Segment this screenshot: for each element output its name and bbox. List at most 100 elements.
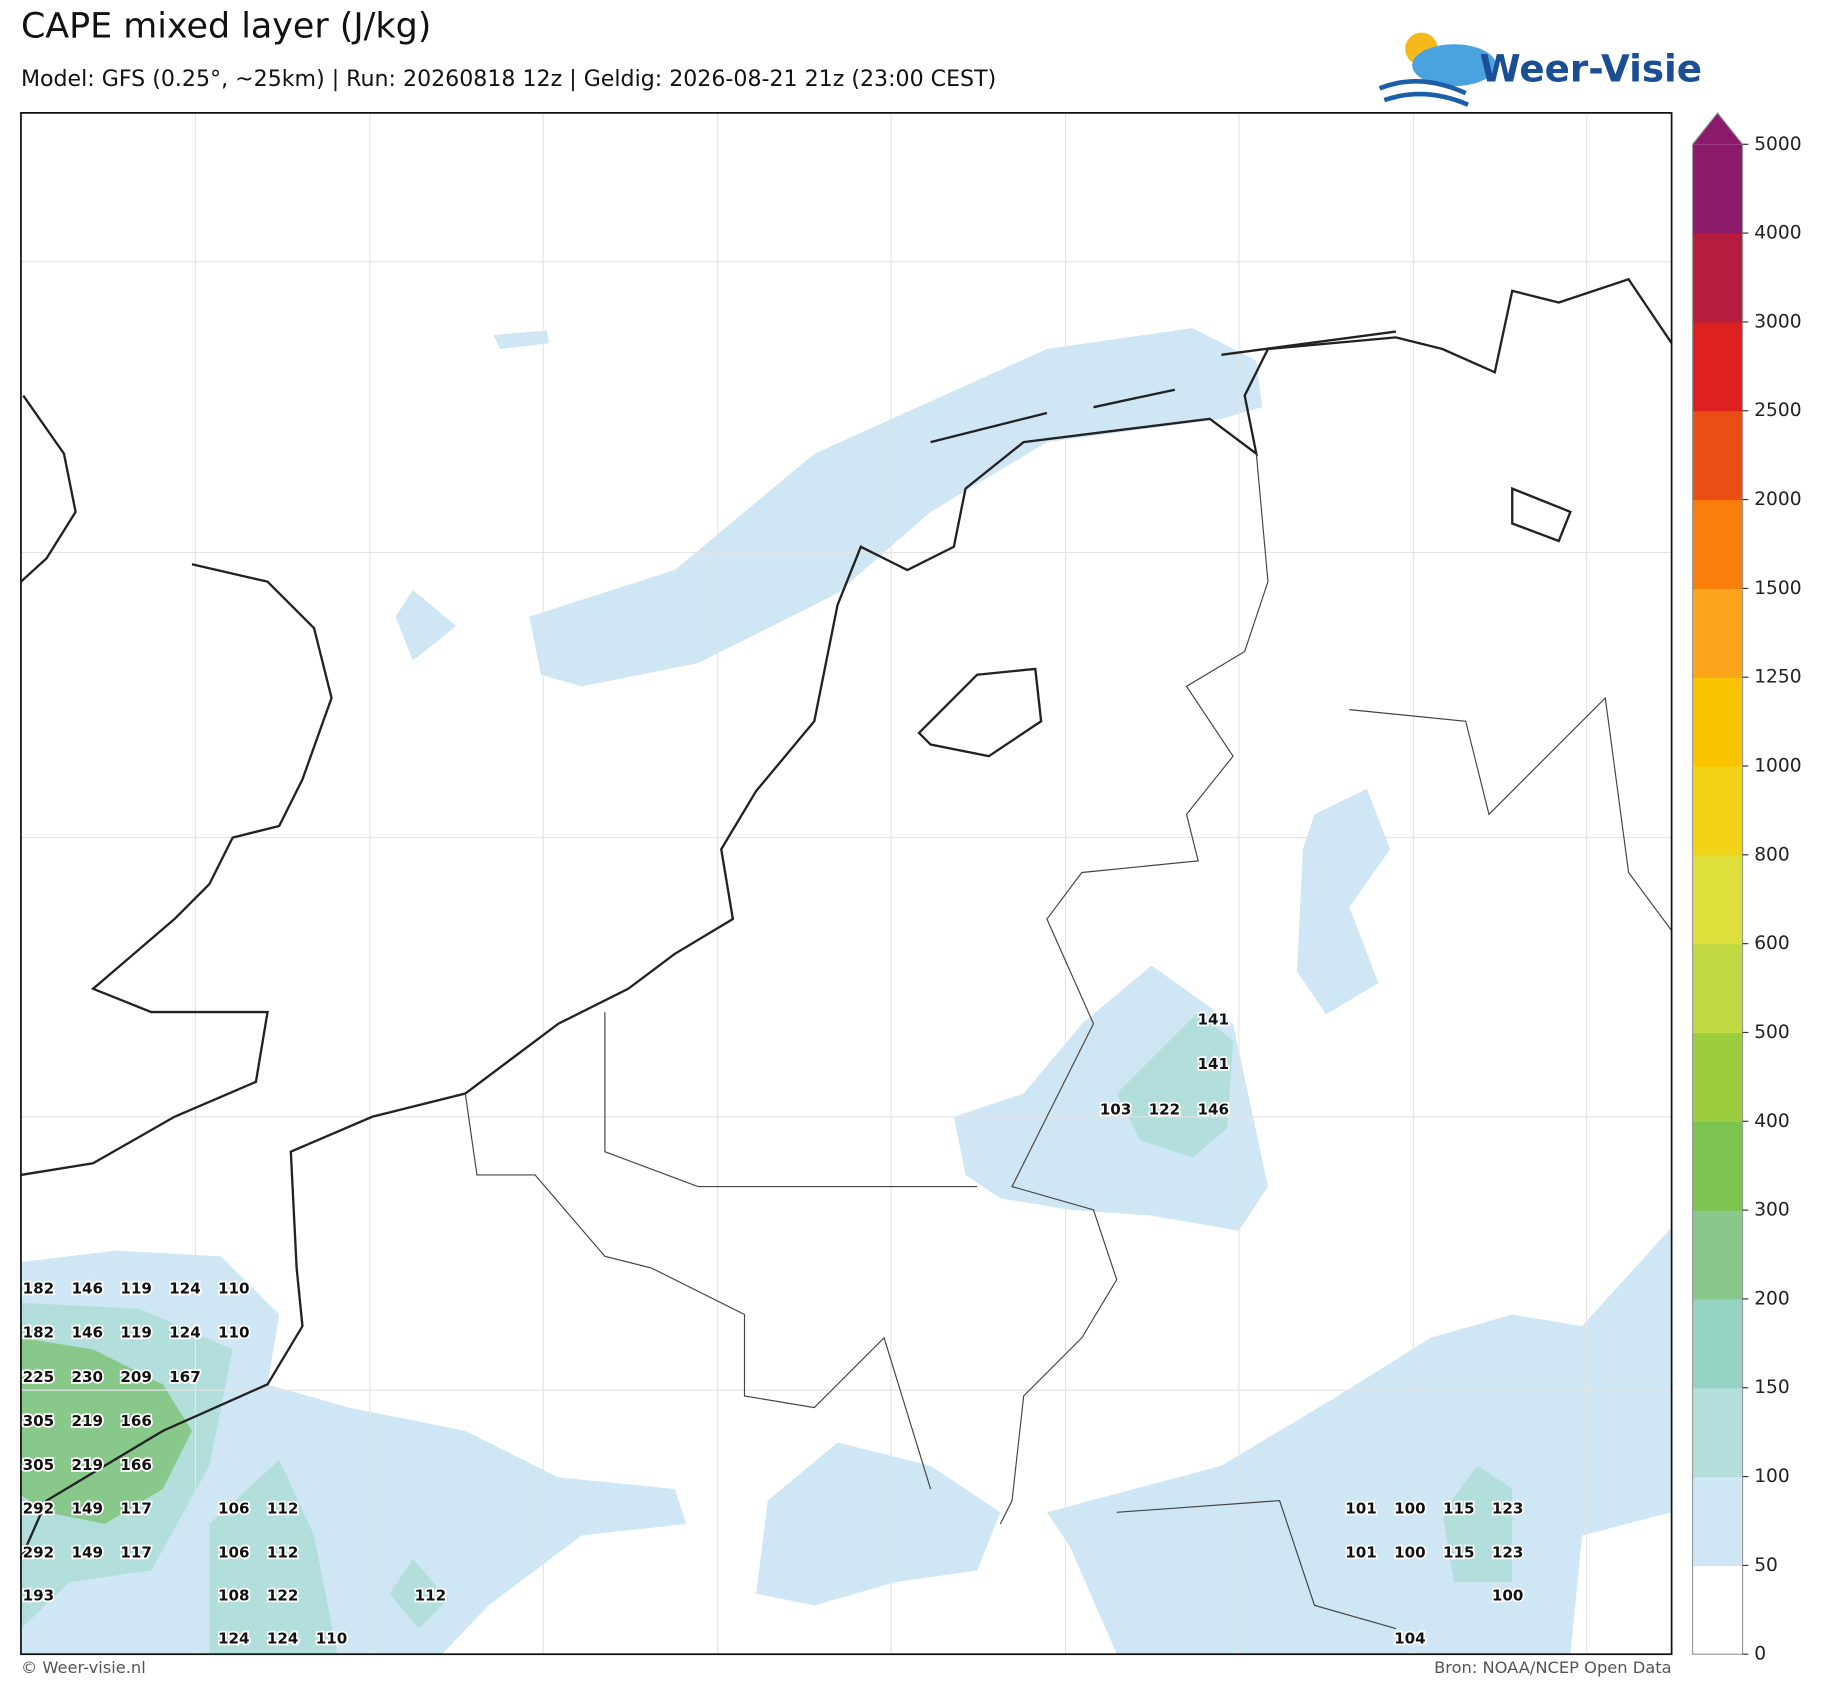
colorbar-band	[1692, 144, 1743, 234]
value-label: 112	[415, 1587, 447, 1605]
colorbar-band	[1692, 854, 1743, 945]
cape-area-higher	[20, 1337, 192, 1524]
colorbar-band	[1692, 1298, 1743, 1389]
value-label: 230	[71, 1368, 103, 1386]
colorbar-tick-label: 2500	[1754, 400, 1801, 421]
value-label: 115	[1443, 1499, 1475, 1517]
value-label: 122	[1149, 1100, 1181, 1118]
coastline	[19, 277, 1673, 1560]
colorbar-band	[1692, 943, 1743, 1034]
colorbar-tick-label: 100	[1754, 1466, 1790, 1487]
value-label: 182	[23, 1279, 55, 1297]
value-label: 292	[23, 1544, 55, 1562]
colorbar-tick-label: 50	[1754, 1555, 1778, 1576]
colorbar-tick-label: 300	[1754, 1200, 1790, 1221]
value-label: 305	[23, 1412, 55, 1430]
logo: Weer-Visie	[1378, 32, 1702, 107]
value-label: 141	[1198, 1011, 1230, 1029]
value-label: 117	[120, 1544, 152, 1562]
colorbar-tick-label: 1500	[1754, 578, 1801, 599]
value-label: 112	[267, 1544, 299, 1562]
value-label: 225	[23, 1368, 55, 1386]
colorbar-frame	[1691, 111, 1744, 1655]
colorbar-tick-label: 2000	[1754, 489, 1801, 510]
value-label: 110	[218, 1324, 250, 1342]
value-label: 219	[71, 1412, 103, 1430]
borders	[464, 453, 1673, 1630]
value-label: 110	[316, 1630, 348, 1648]
value-label: 119	[120, 1324, 152, 1342]
colorbar-tick-label: 600	[1754, 933, 1790, 954]
colorbar-tick-label: 1250	[1754, 667, 1801, 688]
value-label: 149	[71, 1544, 103, 1562]
footer-right: Bron: NOAA/NCEP Open Data	[1434, 1658, 1672, 1677]
map: 182 146 119 124 110 182 146 119 124 110 225 230 209 1…	[19, 112, 1673, 1656]
colorbar-tick-label: 200	[1754, 1288, 1790, 1309]
colorbar: 0 50 100 150 200 300 400 500 600 800 1000 1250 1500 2…	[1691, 111, 1802, 1665]
colorbar-tick-label: 400	[1754, 1111, 1790, 1132]
value-label: 122	[267, 1587, 299, 1605]
colorbar-band	[1692, 1121, 1743, 1211]
colorbar-tick-label: 800	[1754, 844, 1790, 865]
colorbar-tick-label: 0	[1754, 1644, 1766, 1665]
logo-text: Weer-Visie	[1480, 46, 1702, 90]
value-label: 108	[218, 1587, 250, 1605]
value-label: 123	[1492, 1499, 1524, 1517]
colorbar-band	[1692, 588, 1743, 678]
value-label: 166	[120, 1456, 152, 1474]
footer-left: © Weer-visie.nl	[21, 1658, 146, 1677]
value-label: 146	[71, 1324, 103, 1342]
colorbar-tick-label: 5000	[1754, 134, 1801, 155]
colorbar-band	[1692, 410, 1743, 501]
colorbar-band	[1692, 1210, 1743, 1300]
colorbar-tick-label: 4000	[1754, 223, 1801, 244]
value-label: 110	[218, 1279, 250, 1297]
value-label: 100	[1394, 1499, 1426, 1517]
colorbar-tick-label: 1000	[1754, 756, 1801, 777]
value-label: 124	[169, 1324, 201, 1342]
value-label: 292	[23, 1499, 55, 1517]
colorbar-extend	[1692, 112, 1743, 145]
value-label: 141	[1198, 1055, 1230, 1073]
value-label: 146	[71, 1279, 103, 1297]
colorbar-band	[1692, 1387, 1743, 1478]
value-label: 182	[23, 1324, 55, 1342]
colorbar-band	[1692, 677, 1743, 767]
value-label: 166	[120, 1412, 152, 1430]
colorbar-band	[1692, 1476, 1743, 1566]
colorbar-band	[1692, 321, 1743, 412]
colorbar-band	[1692, 499, 1743, 589]
value-label: 100	[1394, 1544, 1426, 1562]
colorbar-band	[1692, 766, 1743, 856]
value-label: 100	[1492, 1587, 1524, 1605]
value-label: 104	[1394, 1630, 1426, 1648]
value-label: 106	[218, 1544, 250, 1562]
colorbar-band	[1692, 1565, 1743, 1655]
value-label: 115	[1443, 1544, 1475, 1562]
subtitle: Model: GFS (0.25°, ~25km) | Run: 2026081…	[21, 66, 996, 92]
value-label: 146	[1198, 1100, 1230, 1118]
value-label: 117	[120, 1499, 152, 1517]
title: CAPE mixed layer (J/kg)	[21, 6, 431, 46]
colorbar-band	[1692, 1032, 1743, 1122]
colorbar-tick-label: 150	[1754, 1377, 1790, 1398]
value-label: 209	[120, 1368, 152, 1386]
value-label: 103	[1100, 1100, 1132, 1118]
colorbar-tick-label: 500	[1754, 1022, 1790, 1043]
value-label: 219	[71, 1456, 103, 1474]
value-label: 305	[23, 1456, 55, 1474]
value-label: 106	[218, 1499, 250, 1517]
value-label: 124	[267, 1630, 299, 1648]
graticule	[20, 112, 1672, 1655]
value-label: 149	[71, 1499, 103, 1517]
value-label: 124	[169, 1279, 201, 1297]
colorbar-tick-label: 3000	[1754, 311, 1801, 332]
value-label: 123	[1492, 1544, 1524, 1562]
value-label: 167	[169, 1368, 201, 1386]
value-label: 101	[1345, 1499, 1377, 1517]
colorbar-band	[1692, 233, 1743, 323]
value-label: 193	[23, 1587, 55, 1605]
value-label: 101	[1345, 1544, 1377, 1562]
